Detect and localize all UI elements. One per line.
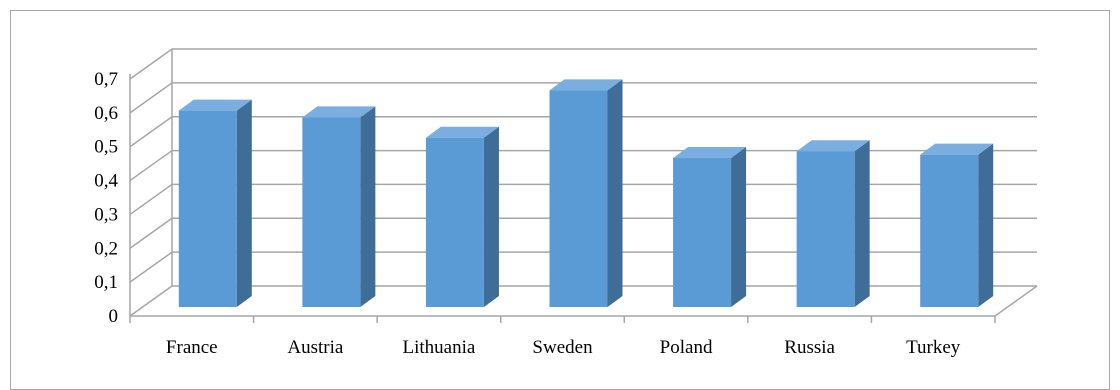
bar-top	[673, 147, 747, 159]
bar-chart: 0 0,1 0,2 0,3 0,4 0,5 0,6 0,7 France Austria Lithu…	[94, 48, 1038, 358]
x-tick-label: Austria	[287, 337, 344, 358]
y-tick-label: 0,1	[94, 272, 118, 293]
y-tick-label: 0,7	[94, 69, 118, 90]
bar-top	[302, 106, 376, 118]
bar	[796, 151, 855, 307]
y-tick-label: 0,5	[94, 137, 118, 158]
bar-side	[607, 79, 623, 307]
x-tick-label: Russia	[784, 337, 835, 358]
gridline	[129, 48, 1037, 80]
x-tick-label: France	[166, 337, 218, 358]
bar	[425, 137, 484, 307]
bar-top	[920, 143, 994, 155]
bar-top	[425, 126, 499, 138]
x-tick-label: Turkey	[906, 337, 961, 358]
y-tick-label: 0,6	[94, 103, 118, 124]
bar	[920, 154, 979, 307]
bar-top	[549, 79, 623, 91]
y-tick-label: 0,3	[94, 204, 118, 225]
bar-side	[360, 106, 376, 308]
bar	[302, 117, 361, 308]
bar-side	[978, 143, 994, 307]
y-tick-label: 0,4	[94, 171, 118, 192]
bar-top	[796, 140, 870, 152]
floor-edge	[994, 285, 1038, 317]
bar	[673, 158, 732, 307]
bar	[178, 110, 237, 307]
bar-side	[731, 147, 747, 307]
bar-side	[483, 126, 499, 307]
x-tick-label: Sweden	[532, 337, 593, 358]
bar-side	[854, 140, 870, 307]
x-tick-label: Poland	[660, 337, 713, 358]
y-tick-label: 0,2	[94, 238, 118, 259]
y-tick-label: 0	[109, 306, 119, 327]
bar-side	[236, 99, 252, 307]
bar	[549, 90, 608, 307]
x-tick-label: Lithuania	[403, 337, 476, 358]
bar-top	[178, 99, 252, 111]
